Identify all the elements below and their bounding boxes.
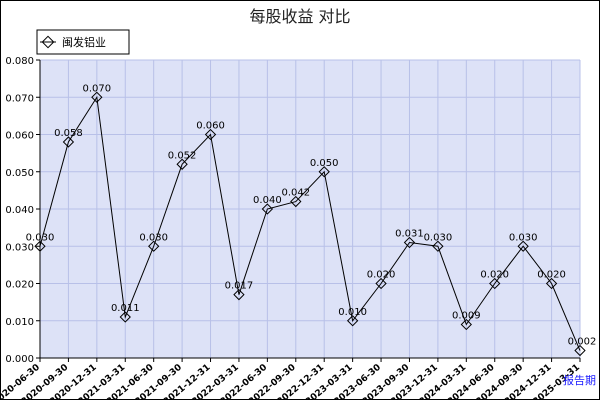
- data-point-marker: [432, 240, 444, 252]
- data-label: 0.058: [54, 128, 83, 139]
- data-label: 0.009: [452, 310, 481, 321]
- data-point-marker: [204, 128, 217, 141]
- data-point-marker: [34, 240, 46, 252]
- data-label: 0.030: [424, 232, 453, 243]
- data-point-marker: [460, 318, 472, 331]
- data-point-marker: [346, 315, 359, 327]
- data-label: 0.020: [480, 270, 509, 281]
- data-label: 0.050: [310, 158, 339, 169]
- data-label: 0.042: [281, 188, 310, 199]
- legend-marker-icon: [41, 35, 55, 49]
- data-point-marker: [290, 195, 302, 208]
- data-point-marker: [517, 240, 529, 252]
- y-tick-label: 0.000: [5, 354, 34, 365]
- legend-label: 闽发铝业: [62, 35, 106, 49]
- y-tick-label: 0.050: [5, 168, 34, 179]
- data-point-marker: [403, 236, 416, 249]
- series-line: [39, 95, 581, 351]
- y-tick-label: 0.080: [5, 56, 34, 67]
- legend: 闽发铝业: [36, 29, 130, 55]
- plot-area: 0.000 0.010 0.020 0.030 0.040 0.050 0.060 0.070…: [0, 56, 596, 400]
- data-point-marker: [176, 158, 188, 170]
- data-label: 0.020: [367, 270, 396, 281]
- data-point-marker: [119, 311, 131, 323]
- data-point-marker: [233, 289, 245, 301]
- data-label: 0.002: [568, 337, 597, 348]
- y-tick-label: 0.060: [5, 131, 34, 142]
- y-tick-label: 0.040: [5, 205, 34, 216]
- y-tick-label: 0.070: [5, 93, 34, 104]
- data-label: 0.011: [111, 303, 140, 314]
- data-label: 0.030: [26, 232, 55, 243]
- data-point-marker: [489, 277, 501, 290]
- data-point-marker: [91, 91, 103, 103]
- data-point-marker: [261, 203, 274, 215]
- data-label: 0.030: [139, 232, 168, 243]
- data-label: 0.070: [83, 83, 112, 94]
- data-label: 0.030: [509, 232, 538, 243]
- data-label: 0.017: [225, 281, 254, 292]
- data-point-marker: [545, 277, 558, 290]
- data-point-marker: [62, 136, 75, 148]
- data-point-marker: [574, 344, 586, 357]
- legend-box: [36, 29, 130, 55]
- data-label: 0.031: [395, 229, 424, 240]
- y-tick-label: 0.010: [5, 317, 34, 328]
- data-label: 0.040: [253, 195, 282, 206]
- data-point-marker: [148, 240, 160, 252]
- y-tick-label: 0.020: [5, 280, 34, 291]
- data-point-marker: [375, 277, 387, 290]
- chart-title: 每股收益 对比: [249, 7, 350, 26]
- x-axis-period-label: 报告期: [563, 373, 596, 387]
- data-point-marker: [318, 166, 330, 178]
- data-label: 0.010: [338, 307, 367, 318]
- data-label: 0.052: [168, 150, 197, 161]
- data-label: 0.020: [537, 270, 566, 281]
- data-label: 0.060: [196, 121, 225, 132]
- y-tick-label: 0.030: [5, 242, 34, 253]
